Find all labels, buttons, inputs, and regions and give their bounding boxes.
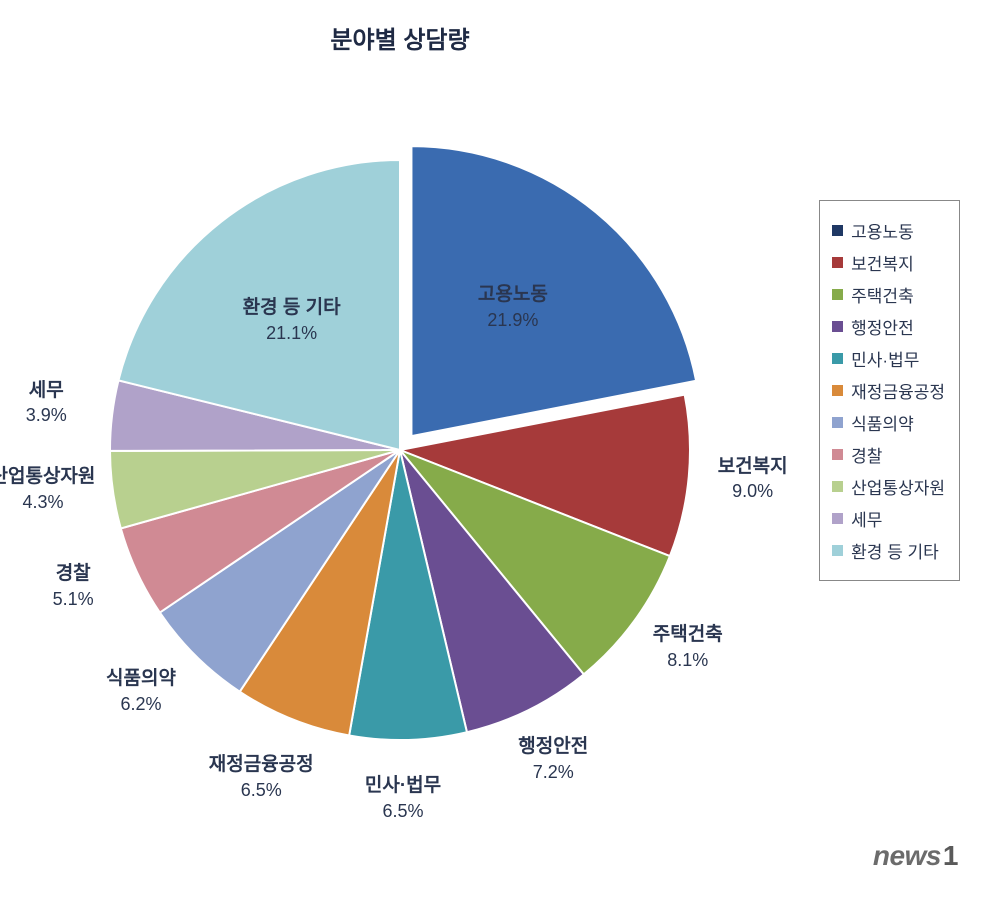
legend-swatch — [832, 545, 843, 556]
legend-swatch — [832, 385, 843, 396]
legend-label: 주택건축 — [851, 282, 914, 307]
watermark-logo: news1 — [873, 840, 958, 872]
legend-label: 경찰 — [851, 442, 882, 467]
legend-label: 행정안전 — [851, 314, 914, 339]
legend-label: 환경 등 기타 — [851, 538, 939, 563]
pie-chart-svg — [30, 70, 770, 850]
legend-swatch — [832, 513, 843, 524]
legend-swatch — [832, 449, 843, 460]
legend-label: 재정금융공정 — [851, 378, 945, 403]
legend-item: 행정안전 — [832, 314, 945, 339]
pie-slice — [411, 146, 696, 436]
legend-swatch — [832, 321, 843, 332]
legend-swatch — [832, 289, 843, 300]
legend-item: 경찰 — [832, 442, 945, 467]
legend-item: 환경 등 기타 — [832, 538, 945, 563]
pie-chart-container: 분야별 상담량 고용노동21.9%보건복지9.0%주택건축8.1%행정안전7.2… — [0, 0, 990, 900]
legend-swatch — [832, 481, 843, 492]
legend-label: 보건복지 — [851, 250, 914, 275]
legend-swatch — [832, 417, 843, 428]
legend-item: 재정금융공정 — [832, 378, 945, 403]
legend-item: 세무 — [832, 506, 945, 531]
legend-label: 산업통상자원 — [851, 474, 945, 499]
legend-item: 민사·법무 — [832, 346, 945, 371]
legend-label: 세무 — [851, 506, 882, 531]
legend-label: 민사·법무 — [851, 346, 919, 371]
legend-swatch — [832, 257, 843, 268]
legend: 고용노동보건복지주택건축행정안전민사·법무재정금융공정식품의약경찰산업통상자원세… — [819, 200, 960, 581]
legend-item: 산업통상자원 — [832, 474, 945, 499]
legend-item: 식품의약 — [832, 410, 945, 435]
legend-label: 고용노동 — [851, 218, 914, 243]
legend-label: 식품의약 — [851, 410, 914, 435]
legend-item: 주택건축 — [832, 282, 945, 307]
watermark-text: news — [873, 840, 941, 871]
legend-swatch — [832, 225, 843, 236]
legend-item: 보건복지 — [832, 250, 945, 275]
legend-swatch — [832, 353, 843, 364]
watermark-suffix: 1 — [943, 840, 958, 871]
legend-item: 고용노동 — [832, 218, 945, 243]
chart-title: 분야별 상담량 — [0, 20, 800, 55]
